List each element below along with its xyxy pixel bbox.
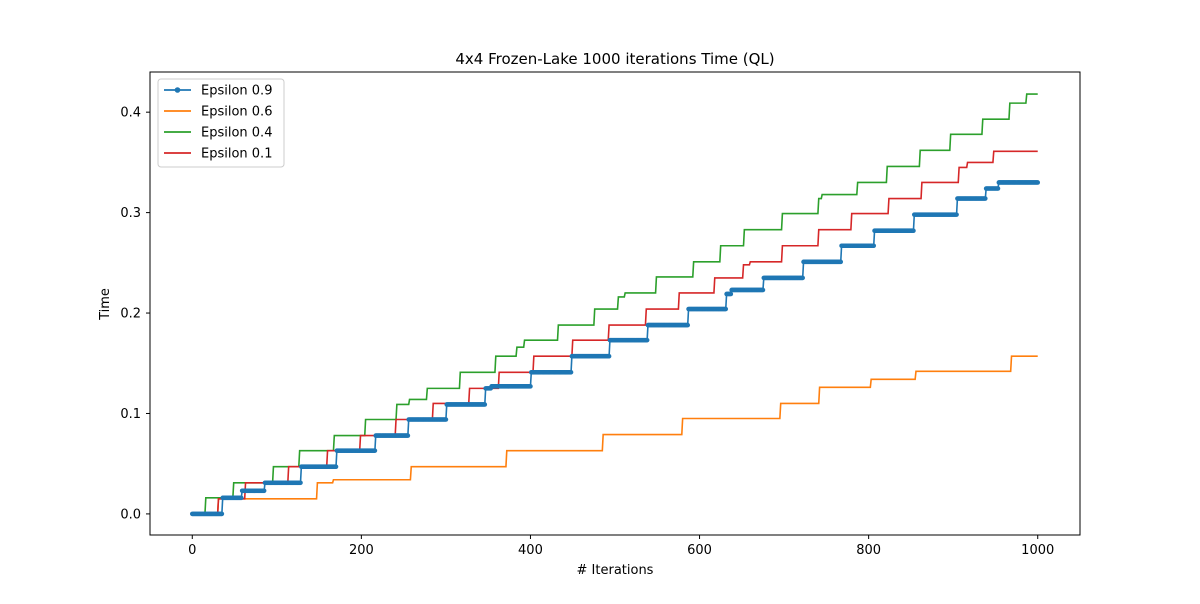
x-axis-ticks: 0 200 400 600 800 1000	[188, 535, 1054, 558]
data-point	[606, 353, 612, 359]
y-axis-ticks: 0.0 0.1 0.2 0.3 0.4	[120, 106, 150, 522]
data-point	[528, 384, 533, 389]
data-point	[728, 291, 734, 297]
data-point	[372, 448, 378, 453]
x-tick-label: 600	[687, 543, 712, 558]
x-axis-label: # Iterations	[577, 563, 654, 578]
data-point	[298, 480, 303, 486]
series-epsilon-0-6	[192, 355, 1038, 515]
legend-item: Epsilon 0.6	[164, 105, 272, 120]
data-point	[239, 495, 244, 501]
data-point	[261, 488, 267, 494]
data-point	[760, 287, 766, 293]
x-tick-label: 200	[349, 543, 374, 558]
legend-item: Epsilon 0.9	[164, 84, 272, 99]
y-tick-label: 0.0	[120, 507, 141, 522]
data-point	[1035, 180, 1041, 185]
legend-label: Epsilon 0.9	[201, 84, 272, 99]
data-point	[911, 228, 916, 233]
data-point	[838, 259, 844, 265]
y-tick-label: 0.1	[120, 407, 141, 422]
data-point	[443, 417, 449, 422]
x-tick-label: 800	[856, 543, 881, 558]
data-point	[482, 402, 488, 407]
y-tick-label: 0.2	[120, 307, 141, 322]
legend-label: Epsilon 0.6	[201, 105, 272, 120]
y-tick-label: 0.3	[120, 206, 141, 221]
x-tick-label: 0	[188, 543, 196, 558]
legend-item: Epsilon 0.1	[164, 147, 272, 162]
data-point	[871, 243, 877, 249]
data-point	[333, 464, 339, 470]
x-tick-label: 400	[518, 543, 543, 558]
data-point	[800, 275, 805, 281]
axes-frame	[149, 71, 1081, 536]
series-epsilon-0-4	[192, 93, 1038, 515]
plot-area	[189, 93, 1041, 517]
x-tick-label: 1000	[1021, 543, 1054, 558]
series-line	[192, 93, 1038, 515]
data-point	[568, 370, 574, 375]
y-tick-label: 0.4	[120, 106, 141, 121]
y-axis-label: Time	[98, 288, 113, 321]
data-point	[954, 212, 959, 217]
data-point	[219, 511, 225, 517]
legend-label: Epsilon 0.4	[201, 126, 272, 141]
data-point	[983, 196, 988, 201]
legend: Epsilon 0.9 Epsilon 0.6 Epsilon 0.4 Epsilon…	[157, 78, 285, 168]
legend-marker	[174, 87, 181, 93]
data-point	[723, 306, 729, 312]
data-point	[644, 337, 650, 343]
series-line	[192, 355, 1038, 515]
legend-box	[157, 78, 285, 168]
data-point	[405, 433, 411, 438]
data-point	[685, 322, 691, 328]
legend-label: Epsilon 0.1	[201, 147, 272, 162]
data-point	[995, 186, 1001, 191]
series-epsilon-0-9	[189, 180, 1041, 517]
chart-title: 4x4 Frozen-Lake 1000 iterations Time (QL…	[455, 50, 774, 68]
legend-item: Epsilon 0.4	[164, 126, 272, 141]
